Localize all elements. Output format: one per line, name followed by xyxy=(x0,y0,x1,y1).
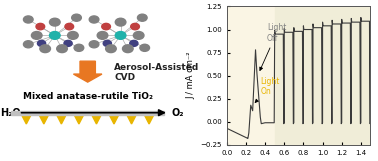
Polygon shape xyxy=(39,115,49,124)
Circle shape xyxy=(37,40,46,46)
Polygon shape xyxy=(57,115,66,124)
FancyBboxPatch shape xyxy=(11,111,164,115)
Polygon shape xyxy=(109,115,119,124)
Circle shape xyxy=(72,14,81,21)
Circle shape xyxy=(115,32,126,39)
Text: H₂O: H₂O xyxy=(0,108,21,118)
Circle shape xyxy=(40,45,51,53)
Polygon shape xyxy=(91,115,101,124)
Circle shape xyxy=(115,18,126,26)
Bar xyxy=(351,6,360,145)
Y-axis label: J / mA cm⁻²: J / mA cm⁻² xyxy=(186,52,195,99)
Circle shape xyxy=(131,23,139,30)
Circle shape xyxy=(138,14,147,21)
Circle shape xyxy=(36,23,45,30)
Circle shape xyxy=(74,44,84,51)
Bar xyxy=(332,6,341,145)
Circle shape xyxy=(31,32,42,39)
Text: Aerosol-Assisted
CVD: Aerosol-Assisted CVD xyxy=(114,63,199,82)
Bar xyxy=(322,6,332,145)
Text: Light
Off: Light Off xyxy=(260,23,287,71)
Text: O₂: O₂ xyxy=(171,108,183,118)
Circle shape xyxy=(89,16,99,23)
Circle shape xyxy=(105,45,116,53)
Bar xyxy=(342,6,351,145)
Polygon shape xyxy=(22,115,31,124)
Bar xyxy=(294,6,303,145)
Bar xyxy=(275,6,284,145)
Circle shape xyxy=(57,45,67,53)
Circle shape xyxy=(23,16,33,23)
Circle shape xyxy=(103,40,112,46)
Circle shape xyxy=(64,40,72,46)
Circle shape xyxy=(102,23,110,30)
Bar xyxy=(313,6,322,145)
Circle shape xyxy=(89,41,99,48)
Polygon shape xyxy=(144,115,154,124)
Circle shape xyxy=(133,32,144,39)
Polygon shape xyxy=(127,115,136,124)
Polygon shape xyxy=(74,115,84,124)
Circle shape xyxy=(23,41,33,48)
Circle shape xyxy=(97,32,108,39)
Text: Mixed anatase-rutile TiO₂: Mixed anatase-rutile TiO₂ xyxy=(23,92,153,101)
Circle shape xyxy=(140,44,150,51)
Bar xyxy=(361,6,370,145)
Circle shape xyxy=(122,45,133,53)
Circle shape xyxy=(130,40,138,46)
Text: Light
On: Light On xyxy=(255,77,280,103)
Circle shape xyxy=(68,32,78,39)
Circle shape xyxy=(50,32,60,39)
Circle shape xyxy=(65,23,74,30)
FancyArrow shape xyxy=(73,61,102,82)
Bar xyxy=(284,6,293,145)
Circle shape xyxy=(50,18,60,26)
Bar xyxy=(304,6,313,145)
